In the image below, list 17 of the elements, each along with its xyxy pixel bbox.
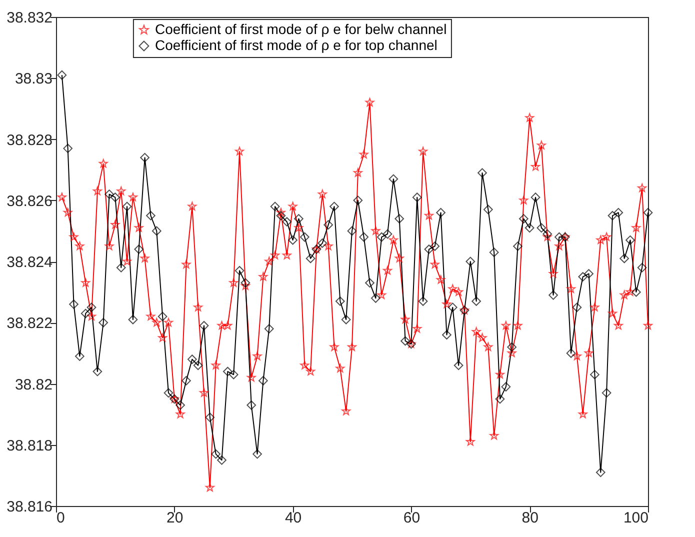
y-tick-label: 38.82 [14,376,52,394]
x-tick-label: 40 [284,510,302,526]
y-tick-label: 38.832 [6,10,52,26]
x-tick-label: 100 [623,510,648,526]
y-tick-label: 38.816 [6,498,52,516]
y-tick-label: 38.822 [6,315,52,332]
x-tick-label: 20 [166,510,184,526]
legend-label: Coefficient of first mode of ρ e for top channel [154,37,438,53]
x-tick-label: 60 [403,510,420,526]
y-tick-label: 38.828 [6,132,52,149]
x-tick-label: 80 [522,510,538,526]
legend-label: Coefficient of first mode of ρ e for belw channel [154,21,447,37]
y-tick-label: 38.818 [6,437,52,454]
x-tick-label: 0 [56,510,65,526]
y-tick-label: 38.824 [6,254,52,271]
y-tick-label: 38.83 [14,70,52,88]
y-tick-label: 38.826 [6,192,52,210]
